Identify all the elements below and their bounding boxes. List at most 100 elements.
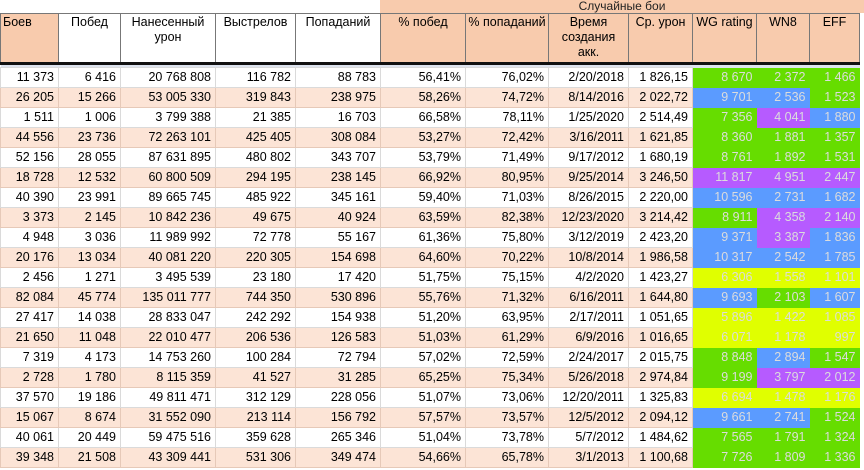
cell-shots[interactable]: 41 527 <box>215 367 296 388</box>
cell-eff[interactable]: 997 <box>809 327 860 348</box>
cell-wins[interactable]: 45 774 <box>58 287 121 308</box>
header-damage[interactable]: Нанесенный урон <box>120 13 216 64</box>
cell-account-created[interactable]: 2/20/2018 <box>548 67 629 88</box>
cell-wg-rating[interactable]: 6 071 <box>692 327 757 348</box>
cell-hit-pct[interactable]: 75,15% <box>465 267 549 288</box>
cell-wg-rating[interactable]: 7 356 <box>692 107 757 128</box>
cell-battles[interactable]: 7 319 <box>0 347 59 368</box>
cell-win-pct[interactable]: 57,02% <box>380 347 466 368</box>
cell-wins[interactable]: 11 048 <box>58 327 121 348</box>
header-avg-damage[interactable]: Ср. урон <box>628 13 693 64</box>
cell-avg-damage[interactable]: 1 826,15 <box>628 67 693 88</box>
cell-wg-rating[interactable]: 8 761 <box>692 147 757 168</box>
cell-win-pct[interactable]: 55,76% <box>380 287 466 308</box>
cell-wins[interactable]: 13 034 <box>58 247 121 268</box>
header-battles[interactable]: Боев <box>0 13 59 64</box>
cell-eff[interactable]: 1 531 <box>809 147 860 168</box>
cell-hits[interactable]: 126 583 <box>295 327 381 348</box>
cell-avg-damage[interactable]: 1 423,27 <box>628 267 693 288</box>
cell-damage[interactable]: 49 811 471 <box>120 387 216 408</box>
cell-wn8[interactable]: 4 041 <box>756 107 810 128</box>
cell-eff[interactable]: 2 012 <box>809 367 860 388</box>
cell-eff[interactable]: 1 085 <box>809 307 860 328</box>
cell-battles[interactable]: 3 373 <box>0 207 59 228</box>
cell-account-created[interactable]: 3/16/2011 <box>548 127 629 148</box>
cell-wn8[interactable]: 4 951 <box>756 167 810 188</box>
cell-damage[interactable]: 11 989 992 <box>120 227 216 248</box>
header-shots[interactable]: Выстрелов <box>215 13 296 64</box>
cell-damage[interactable]: 20 768 808 <box>120 67 216 88</box>
cell-account-created[interactable]: 10/8/2014 <box>548 247 629 268</box>
cell-shots[interactable]: 425 405 <box>215 127 296 148</box>
cell-account-created[interactable]: 3/12/2019 <box>548 227 629 248</box>
cell-hit-pct[interactable]: 71,49% <box>465 147 549 168</box>
cell-wn8[interactable]: 2 536 <box>756 87 810 108</box>
cell-wins[interactable]: 1 006 <box>58 107 121 128</box>
cell-avg-damage[interactable]: 1 051,65 <box>628 307 693 328</box>
header-hit-pct[interactable]: % попаданий <box>465 13 549 64</box>
cell-account-created[interactable]: 3/1/2013 <box>548 447 629 468</box>
cell-win-pct[interactable]: 66,92% <box>380 167 466 188</box>
cell-wn8[interactable]: 1 881 <box>756 127 810 148</box>
cell-win-pct[interactable]: 54,66% <box>380 447 466 468</box>
cell-shots[interactable]: 359 628 <box>215 427 296 448</box>
cell-account-created[interactable]: 2/24/2017 <box>548 347 629 368</box>
cell-wn8[interactable]: 1 791 <box>756 427 810 448</box>
cell-hit-pct[interactable]: 73,06% <box>465 387 549 408</box>
cell-battles[interactable]: 82 084 <box>0 287 59 308</box>
cell-wg-rating[interactable]: 8 360 <box>692 127 757 148</box>
cell-battles[interactable]: 4 948 <box>0 227 59 248</box>
cell-wn8[interactable]: 3 797 <box>756 367 810 388</box>
cell-wg-rating[interactable]: 8 848 <box>692 347 757 368</box>
cell-shots[interactable]: 49 675 <box>215 207 296 228</box>
cell-battles[interactable]: 1 511 <box>0 107 59 128</box>
cell-eff[interactable]: 1 523 <box>809 87 860 108</box>
cell-shots[interactable]: 206 536 <box>215 327 296 348</box>
cell-shots[interactable]: 319 843 <box>215 87 296 108</box>
cell-hits[interactable]: 238 145 <box>295 167 381 188</box>
cell-shots[interactable]: 480 802 <box>215 147 296 168</box>
cell-hits[interactable]: 265 346 <box>295 427 381 448</box>
cell-wg-rating[interactable]: 6 694 <box>692 387 757 408</box>
cell-avg-damage[interactable]: 3 246,50 <box>628 167 693 188</box>
cell-account-created[interactable]: 12/5/2012 <box>548 407 629 428</box>
cell-wins[interactable]: 12 532 <box>58 167 121 188</box>
cell-wins[interactable]: 15 266 <box>58 87 121 108</box>
cell-win-pct[interactable]: 66,58% <box>380 107 466 128</box>
cell-battles[interactable]: 40 390 <box>0 187 59 208</box>
cell-account-created[interactable]: 12/23/2020 <box>548 207 629 228</box>
cell-damage[interactable]: 135 011 777 <box>120 287 216 308</box>
cell-wg-rating[interactable]: 5 896 <box>692 307 757 328</box>
cell-avg-damage[interactable]: 1 621,85 <box>628 127 693 148</box>
cell-win-pct[interactable]: 53,27% <box>380 127 466 148</box>
cell-hit-pct[interactable]: 75,80% <box>465 227 549 248</box>
cell-account-created[interactable]: 5/26/2018 <box>548 367 629 388</box>
cell-hits[interactable]: 40 924 <box>295 207 381 228</box>
cell-wins[interactable]: 6 416 <box>58 67 121 88</box>
cell-eff[interactable]: 1 547 <box>809 347 860 368</box>
cell-eff[interactable]: 1 176 <box>809 387 860 408</box>
cell-shots[interactable]: 242 292 <box>215 307 296 328</box>
cell-wins[interactable]: 1 780 <box>58 367 121 388</box>
cell-wins[interactable]: 8 674 <box>58 407 121 428</box>
cell-avg-damage[interactable]: 1 644,80 <box>628 287 693 308</box>
cell-wins[interactable]: 1 271 <box>58 267 121 288</box>
cell-wn8[interactable]: 1 892 <box>756 147 810 168</box>
cell-shots[interactable]: 23 180 <box>215 267 296 288</box>
cell-eff[interactable]: 1 607 <box>809 287 860 308</box>
cell-battles[interactable]: 39 348 <box>0 447 59 468</box>
cell-eff[interactable]: 1 466 <box>809 67 860 88</box>
header-account-created[interactable]: Время создания акк. <box>548 13 629 64</box>
cell-eff[interactable]: 1 357 <box>809 127 860 148</box>
cell-wn8[interactable]: 3 387 <box>756 227 810 248</box>
cell-avg-damage[interactable]: 1 484,62 <box>628 427 693 448</box>
cell-win-pct[interactable]: 65,25% <box>380 367 466 388</box>
cell-avg-damage[interactable]: 2 015,75 <box>628 347 693 368</box>
cell-avg-damage[interactable]: 2 514,49 <box>628 107 693 128</box>
cell-shots[interactable]: 744 350 <box>215 287 296 308</box>
cell-wn8[interactable]: 2 372 <box>756 67 810 88</box>
cell-hits[interactable]: 156 792 <box>295 407 381 428</box>
cell-damage[interactable]: 43 309 441 <box>120 447 216 468</box>
cell-eff[interactable]: 1 324 <box>809 427 860 448</box>
cell-account-created[interactable]: 12/20/2011 <box>548 387 629 408</box>
